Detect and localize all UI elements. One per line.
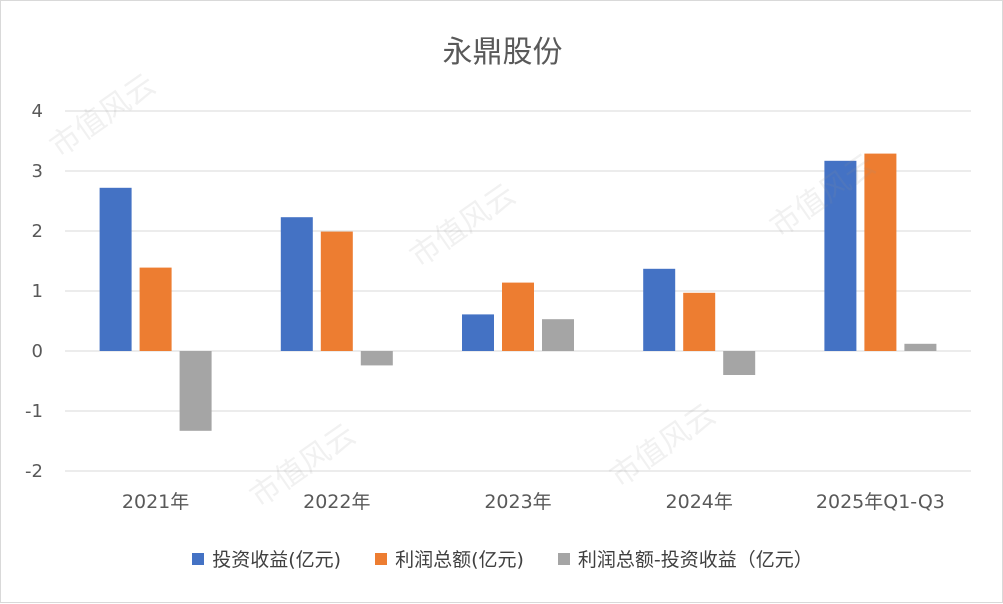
- legend-item-profit-minus-investment: 利润总额-投资收益（亿元）: [557, 545, 813, 572]
- bar-investment-income: [280, 217, 313, 351]
- x-tick-label: 2021年: [122, 491, 189, 513]
- x-tick-label: 2025年Q1-Q3: [816, 491, 945, 513]
- bar-profit-minus-investment: [723, 351, 756, 375]
- x-tick-label: 2024年: [666, 491, 733, 513]
- bar-total-profit: [502, 282, 534, 351]
- legend-swatch-investment-income: [192, 552, 205, 565]
- bar-investment-income: [643, 268, 676, 351]
- x-tick-label: 2023年: [484, 491, 551, 513]
- y-tick-label: -1: [25, 401, 43, 422]
- legend-label-investment-income: 投资收益(亿元): [212, 549, 342, 571]
- legend-swatch-total-profit: [375, 552, 388, 565]
- bar-profit-minus-investment: [904, 343, 937, 351]
- chart-title: 永鼎股份: [442, 35, 563, 70]
- y-tick-label: 0: [32, 341, 43, 362]
- y-tick-label: 2: [32, 221, 43, 242]
- legend-label-profit-minus-investment: 利润总额-投资收益（亿元）: [577, 549, 813, 571]
- y-tick-label: 3: [32, 161, 43, 182]
- bar-investment-income: [462, 314, 494, 351]
- y-tick-label: 1: [32, 281, 43, 302]
- y-tick-label: 4: [32, 101, 43, 122]
- bar-profit-minus-investment: [360, 351, 393, 366]
- legend-swatch-profit-minus-investment: [557, 552, 570, 565]
- bar-total-profit: [864, 153, 897, 351]
- y-tick-label: -2: [25, 461, 43, 482]
- bar-total-profit: [683, 292, 716, 351]
- legend: 投资收益(亿元) 利润总额(亿元) 利润总额-投资收益（亿元）: [1, 545, 1003, 572]
- bar-profit-minus-investment: [542, 319, 574, 351]
- bar-investment-income: [99, 187, 132, 351]
- bar-investment-income: [824, 160, 857, 351]
- bar-total-profit: [139, 267, 172, 351]
- legend-label-total-profit: 利润总额(亿元): [395, 549, 524, 571]
- x-tick-label: 2022年: [303, 491, 370, 513]
- bar-total-profit: [320, 231, 353, 351]
- bar-profit-minus-investment: [179, 351, 212, 431]
- legend-item-investment-income: 投资收益(亿元): [192, 545, 341, 572]
- legend-item-total-profit: 利润总额(亿元): [375, 545, 524, 572]
